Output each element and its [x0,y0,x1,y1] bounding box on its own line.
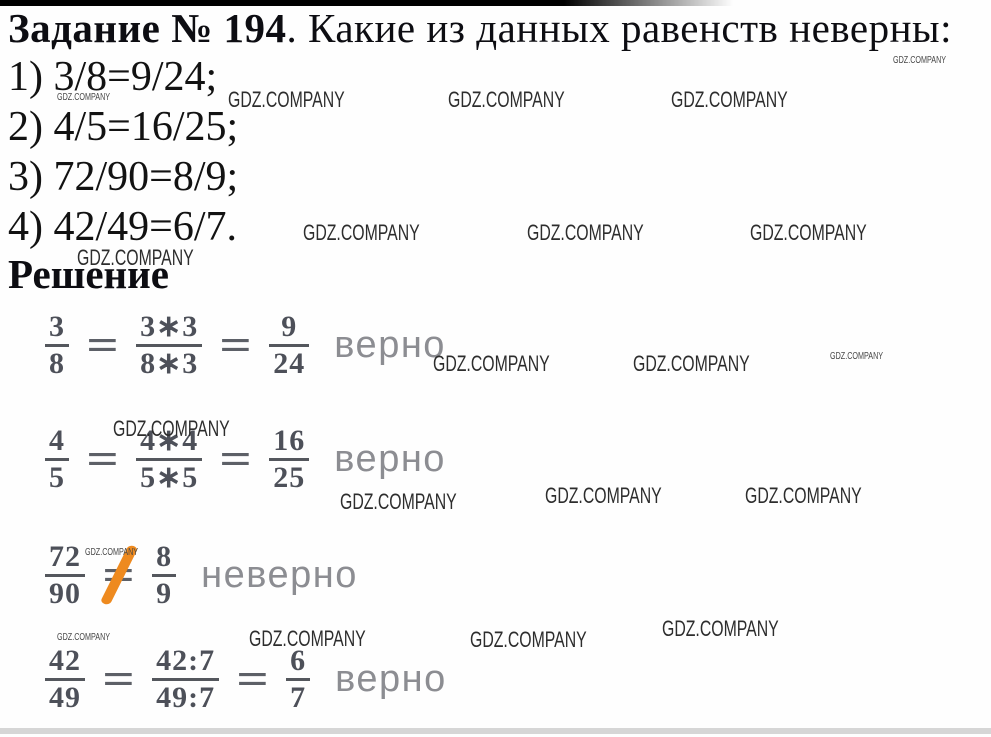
task-item-3: 3) 72/90=8/9; [8,154,239,200]
watermark-text: GDZ.COMPANY [750,220,867,245]
fraction: 9 24 [269,310,310,381]
fraction-denominator: 5 [45,457,69,495]
watermark-text: GDZ.COMPANY [85,547,139,558]
equals-sign: = [219,320,253,370]
fraction-numerator: 8 [156,540,173,573]
watermark-text: GDZ.COMPANY [228,87,345,112]
scan-top-edge-bar [0,0,940,6]
watermark-text: GDZ.COMPANY [448,87,565,112]
task-item-list: 1) 3/8=9/24; 2) 4/5=16/25; 3) 72/90=8/9;… [8,52,238,252]
watermark-text: GDZ.COMPANY [633,351,750,376]
fraction-denominator: 9 [152,573,177,611]
fraction-numerator: 3∗3 [140,310,199,343]
fraction-denominator: 49:7 [152,677,220,715]
watermark-text: GDZ.COMPANY [830,351,884,362]
watermark-text: GDZ.COMPANY [249,626,366,651]
task-item-1: 1) 3/8=9/24; [8,54,218,100]
solution-row: 42 49 = 42:7 49:7 = 6 7 верно [45,644,447,714]
fraction: 72 90 [45,540,85,610]
fraction-numerator: 3 [49,310,65,343]
watermark-text: GDZ.COMPANY [57,92,111,103]
watermark-text: GDZ.COMPANY [57,632,111,643]
equals-sign: = [86,434,119,484]
watermark-text: GDZ.COMPANY [470,627,587,652]
fraction: 42:7 49:7 [152,644,220,715]
fraction-denominator: 7 [286,677,311,715]
fraction: 42 49 [45,644,85,714]
equals-sign: = [102,654,135,704]
watermark-text: GDZ.COMPANY [113,416,230,441]
watermark-text: GDZ.COMPANY [527,220,644,245]
fraction-denominator: 25 [269,457,310,495]
task-number: Задание № 194 [8,5,287,51]
fraction-numerator: 6 [290,644,307,677]
fraction-numerator: 72 [49,540,81,573]
scan-bottom-edge-bar [0,728,991,734]
equals-sign: = [236,654,269,704]
watermark-text: GDZ.COMPANY [340,489,457,514]
fraction-numerator: 42:7 [156,644,216,677]
equals-sign: = [86,320,119,370]
watermark-text: GDZ.COMPANY [433,351,550,376]
fraction-denominator: 8∗3 [136,343,203,381]
task-title: Задание № 194. Какие из данных равенств … [8,4,952,52]
fraction-denominator: 24 [269,343,310,381]
not-equal-sign: = [97,544,140,606]
fraction-numerator: 42 [49,644,81,677]
fraction-denominator: 5∗5 [136,457,203,495]
task-item-2: 2) 4/5=16/25; [8,104,239,150]
fraction-numerator: 4 [49,424,65,457]
task-question: . Какие из данных равенств неверны: [286,5,952,51]
fraction: 3∗3 8∗3 [136,310,203,381]
fraction: 4∗4 5∗5 [136,424,203,495]
fraction-denominator: 49 [45,677,85,715]
solution-heading: Решение [8,251,169,297]
verdict-label: верно [335,657,447,700]
verdict-label: неверно [201,553,358,596]
solution-row: 3 8 = 3∗3 8∗3 = 9 24 верно [45,310,446,380]
fraction-denominator: 90 [45,573,85,611]
fraction-numerator: 4∗4 [140,424,199,457]
fraction: 16 25 [269,424,310,495]
verdict-label: верно [334,437,446,480]
equals-sign: = [219,434,253,484]
watermark-text: GDZ.COMPANY [662,616,779,641]
fraction-numerator: 9 [281,310,298,343]
watermark-text: GDZ.COMPANY [303,220,420,245]
verdict-label: верно [334,323,446,366]
watermark-text: GDZ.COMPANY [77,245,194,270]
fraction-denominator: 8 [45,343,69,381]
task-item-4: 4) 42/49=6/7. [8,204,238,250]
watermark-text: GDZ.COMPANY [893,55,947,66]
fraction-numerator: 16 [273,424,306,457]
watermark-text: GDZ.COMPANY [545,483,662,508]
watermark-text: GDZ.COMPANY [745,483,862,508]
solution-row: 4 5 = 4∗4 5∗5 = 16 25 верно [45,424,446,494]
watermark-text: GDZ.COMPANY [671,87,788,112]
